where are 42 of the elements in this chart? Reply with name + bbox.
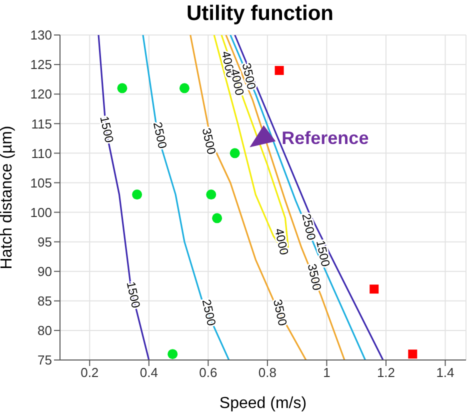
x-tick-label: 0.4: [140, 365, 158, 380]
x-tick-label: 1: [323, 365, 330, 380]
point: [117, 83, 128, 94]
point: [179, 83, 190, 94]
y-axis-title: Hatch distance (µm): [0, 126, 16, 270]
x-tick-label: 0.2: [80, 365, 99, 380]
point: [206, 190, 216, 200]
annotation: 2500: [299, 212, 319, 242]
y-tick-label: 90: [38, 264, 52, 279]
point: [212, 213, 222, 224]
annotation: 3500: [199, 126, 219, 156]
x-tick-label: 0.8: [258, 365, 276, 380]
annotation: 1500: [97, 114, 116, 144]
x-tick-label: 0.6: [199, 365, 218, 380]
y-tick-label: 95: [38, 234, 52, 250]
y-tick-label: 85: [38, 294, 52, 309]
y-tick-label: 105: [30, 175, 52, 190]
annotation: 4000: [272, 227, 292, 256]
line-series: [98, 35, 150, 360]
y-tick-label: 125: [30, 57, 52, 72]
annotation: 2500: [199, 298, 219, 328]
chart-title: Utility function: [186, 2, 334, 25]
y-tick-label: 80: [38, 323, 52, 338]
point: [370, 284, 379, 294]
x-tick-label: 1.4: [436, 365, 454, 380]
y-tick-label: 75: [38, 352, 52, 368]
annotation: 1500: [124, 280, 144, 310]
y-tick-label: 120: [30, 86, 52, 102]
point: [230, 148, 240, 158]
y-tick-label: 110: [31, 146, 52, 161]
point: [132, 190, 142, 200]
x-tick-label: 1.2: [376, 365, 396, 380]
annotation: 2500: [150, 120, 170, 150]
annotation: Reference: [282, 128, 369, 148]
y-tick-label: 115: [31, 116, 52, 132]
annotation: 3500: [270, 298, 290, 328]
x-axis-title: Speed (m/s): [219, 395, 307, 412]
point: [274, 66, 284, 75]
y-tick-label: 130: [30, 28, 52, 43]
point: [408, 350, 418, 359]
y-tick-label: 100: [30, 204, 52, 220]
point: [168, 349, 178, 360]
